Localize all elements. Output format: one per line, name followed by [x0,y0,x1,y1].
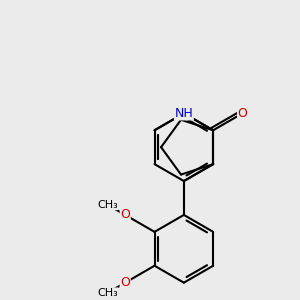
Text: O: O [238,107,248,120]
Text: O: O [120,208,130,221]
Text: NH: NH [175,107,193,120]
Text: CH₃: CH₃ [97,200,118,210]
Text: O: O [120,276,130,289]
Text: CH₃: CH₃ [97,288,118,298]
